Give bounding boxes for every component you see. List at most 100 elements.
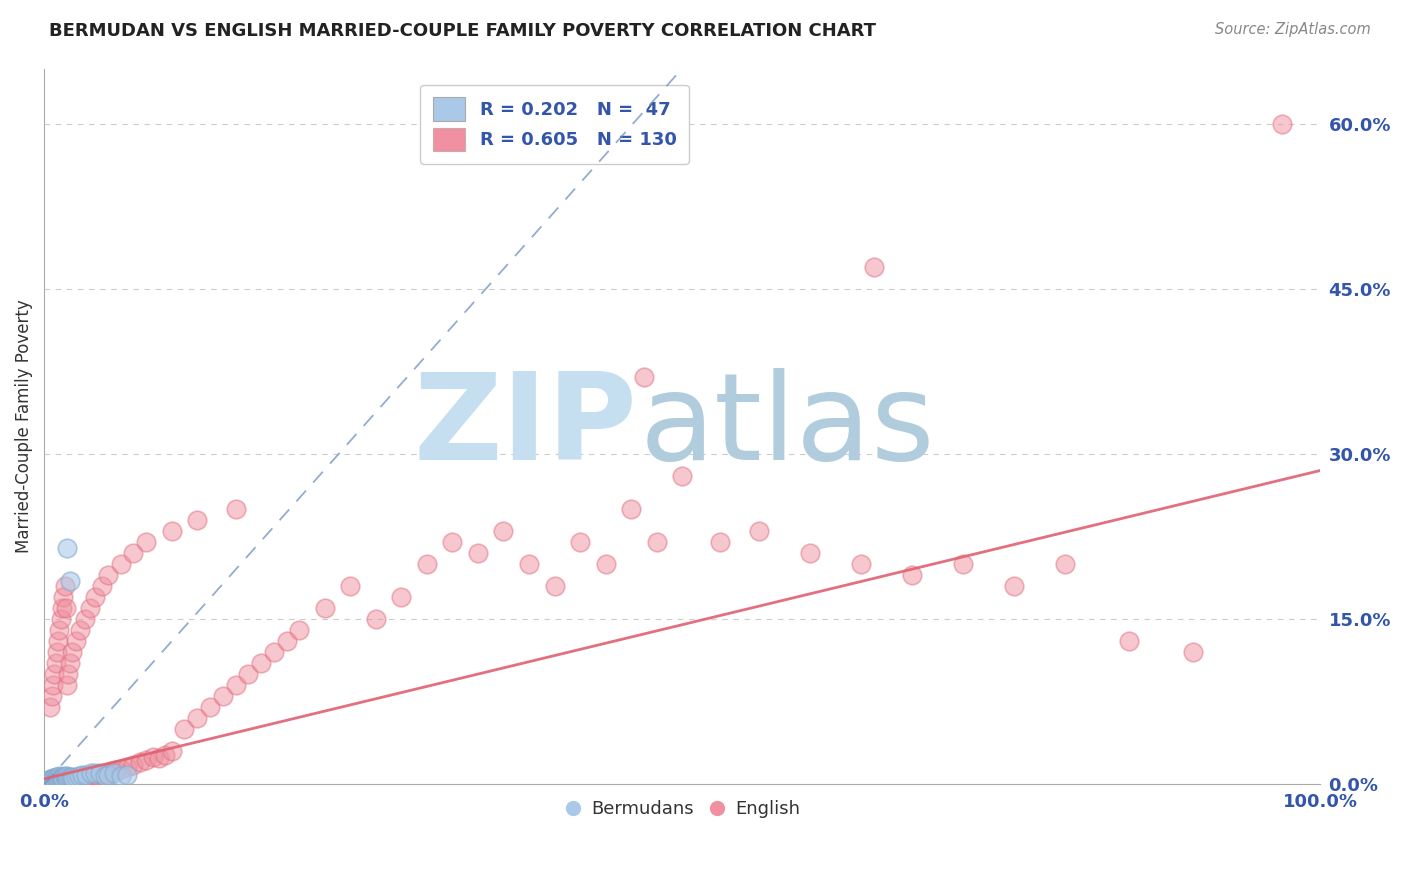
Point [45,772,67,787]
Point [645,535,668,549]
Point [65,774,87,789]
Point [110,769,132,783]
Point [41,690,63,704]
Point [49,772,72,786]
Point [110,762,132,776]
Point [100,764,122,779]
Point [48,769,70,783]
Point [45,772,67,786]
Point [97,767,120,781]
Point [416,557,439,571]
Point [671,469,693,483]
Point [79,770,101,784]
Point [56,769,79,783]
Point [110,557,132,571]
Point [276,634,298,648]
Point [46,774,69,789]
Point [44,772,66,786]
Point [901,568,924,582]
Point [135,753,157,767]
Point [389,590,412,604]
Point [45,771,67,785]
Point [148,751,170,765]
Point [198,700,221,714]
Point [45,770,67,784]
Point [46,771,69,785]
Point [45,774,67,789]
Point [56,774,79,789]
Point [52,770,75,784]
Point [94,769,117,783]
Point [62,774,84,789]
Y-axis label: Married-Couple Family Poverty: Married-Couple Family Poverty [15,300,32,553]
Point [51,601,73,615]
Point [211,690,233,704]
Point [55,601,77,615]
Point [52,590,75,604]
Point [59,772,82,786]
Point [569,535,592,549]
Point [72,767,94,781]
Point [53,772,76,787]
Point [45,657,67,671]
Text: BERMUDAN VS ENGLISH MARRIED-COUPLE FAMILY POVERTY CORRELATION CHART: BERMUDAN VS ENGLISH MARRIED-COUPLE FAMIL… [49,22,876,40]
Point [49,770,72,784]
Point [41,772,63,787]
Point [135,535,157,549]
Point [122,546,145,560]
Point [84,590,107,604]
Point [58,774,80,789]
Point [186,711,208,725]
Point [75,767,97,781]
Point [128,756,150,770]
Point [79,601,101,615]
Point [80,766,103,780]
Text: ZIP: ZIP [413,368,637,485]
Point [48,774,70,789]
Point [67,769,90,783]
Point [53,769,76,783]
Point [543,579,565,593]
Point [238,667,260,681]
Point [45,772,67,786]
Point [41,772,63,787]
Point [46,772,69,786]
Point [65,770,87,784]
Point [82,770,104,784]
Point [60,774,83,789]
Point [53,579,76,593]
Point [37,774,59,789]
Point [89,766,111,780]
Point [44,774,66,789]
Point [46,770,69,784]
Point [65,772,87,786]
Point [59,774,82,789]
Point [44,772,66,787]
Point [86,769,108,783]
Point [63,772,86,787]
Point [620,502,643,516]
Point [39,772,62,786]
Point [69,624,91,638]
Point [90,767,112,781]
Point [42,772,65,786]
Point [55,772,77,786]
Point [250,657,273,671]
Point [849,557,872,571]
Point [90,579,112,593]
Point [492,524,515,538]
Point [225,502,247,516]
Point [59,574,82,588]
Point [339,579,361,593]
Point [862,260,884,274]
Point [42,772,65,786]
Point [49,612,72,626]
Point [55,772,77,786]
Point [288,624,311,638]
Point [517,557,540,571]
Point [173,723,195,737]
Point [58,771,80,785]
Point [633,370,655,384]
Point [62,771,84,785]
Text: Source: ZipAtlas.com: Source: ZipAtlas.com [1215,22,1371,37]
